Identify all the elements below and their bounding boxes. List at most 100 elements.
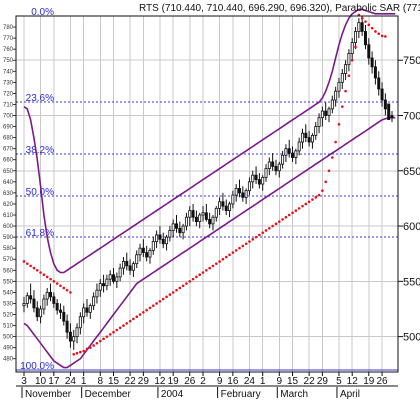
- x-tick-label: 24: [65, 376, 77, 387]
- price-bar-body: [22, 303, 26, 307]
- sar-dot: [384, 35, 387, 38]
- price-bar-body: [310, 135, 314, 143]
- price-bar-body: [102, 283, 106, 287]
- y-minor-label: 690: [3, 125, 14, 131]
- price-bar-body: [65, 320, 69, 333]
- fib-label: 50.0%: [26, 187, 54, 198]
- price-bar-body: [360, 22, 364, 32]
- y-minor-label: 570: [3, 257, 14, 263]
- sar-dot: [191, 277, 195, 281]
- x-tick-label: 26: [184, 376, 196, 387]
- price-bar-body: [261, 177, 265, 185]
- price-bar-body: [178, 227, 182, 234]
- price-bar-body: [337, 81, 341, 92]
- price-bar-body: [214, 207, 218, 218]
- price-bar-body: [324, 110, 328, 116]
- price-bar-body: [314, 126, 318, 136]
- price-bar-body: [98, 283, 102, 291]
- y-minor-label: 700: [3, 114, 14, 120]
- sar-dot: [331, 156, 334, 159]
- sar-dot: [65, 288, 69, 292]
- x-tick-label: 3: [21, 376, 27, 387]
- x-month-label: March: [280, 389, 308, 400]
- sar-dot: [228, 253, 231, 257]
- sar-dot: [95, 341, 99, 345]
- price-bar-body: [281, 154, 285, 165]
- y-minor-label: 600: [3, 224, 14, 230]
- sar-dot: [108, 333, 112, 336]
- price-bar-body: [297, 141, 301, 152]
- sar-dot: [327, 169, 331, 173]
- price-bar-body: [112, 274, 116, 282]
- sar-dot: [208, 266, 211, 270]
- sar-dot: [35, 268, 39, 272]
- sar-dot: [52, 280, 56, 283]
- price-bar-body: [105, 278, 109, 287]
- sar-dot: [185, 282, 188, 285]
- y-minor-label: 750: [3, 58, 14, 64]
- sar-dot: [268, 226, 271, 230]
- sar-dot: [112, 330, 115, 334]
- price-bar-body: [118, 267, 122, 278]
- sar-dot: [377, 32, 381, 35]
- x-tick-label: 5: [336, 376, 342, 387]
- y-minor-label: 710: [3, 102, 14, 108]
- y-tick-label: 750: [403, 55, 420, 67]
- sar-dot: [301, 204, 304, 208]
- sar-dot: [337, 123, 341, 126]
- sar-dot: [92, 344, 95, 347]
- y-tick-label: 700: [403, 111, 420, 123]
- sar-dot: [135, 315, 139, 319]
- x-tick-label: 19: [363, 376, 375, 387]
- y-minor-label: 560: [3, 268, 14, 274]
- x-month-label: December: [85, 389, 132, 400]
- y-tick-label: 550: [403, 276, 420, 288]
- price-bar-body: [191, 210, 195, 218]
- price-bar-body: [271, 161, 275, 167]
- price-bar-body: [145, 252, 149, 258]
- x-tick-label: 26: [376, 376, 388, 387]
- sar-dot: [151, 304, 155, 307]
- price-bar-body: [307, 137, 311, 143]
- sar-dot: [158, 299, 162, 303]
- price-bar-body: [251, 174, 255, 183]
- price-bar-body: [52, 296, 56, 304]
- sar-dot: [224, 255, 228, 259]
- sar-dot: [244, 242, 248, 246]
- price-bar-body: [241, 192, 245, 198]
- price-bar-body: [35, 307, 39, 318]
- price-bar-body: [128, 265, 132, 271]
- sar-dot: [284, 215, 288, 219]
- sar-dot: [171, 291, 175, 294]
- price-bar-body: [32, 298, 36, 309]
- sar-dot: [168, 293, 172, 296]
- price-bar-body: [277, 163, 281, 172]
- x-month-label: February: [221, 389, 261, 400]
- price-bar-body: [58, 309, 62, 313]
- y-minor-label: 480: [3, 357, 14, 363]
- price-bar-body: [347, 53, 351, 66]
- sar-dot: [105, 335, 109, 338]
- price-bar-body: [194, 216, 198, 223]
- sar-dot: [364, 20, 367, 23]
- sar-dot: [132, 317, 135, 321]
- sar-dot: [340, 105, 344, 108]
- sar-dot: [274, 222, 278, 226]
- sar-dot: [178, 286, 182, 290]
- sar-dot: [201, 271, 205, 274]
- price-bar-body: [211, 216, 215, 225]
- sar-dot: [82, 349, 85, 353]
- y-minor-label: 780: [3, 25, 14, 31]
- price-bar-body: [78, 316, 82, 329]
- sar-dot: [118, 326, 122, 330]
- x-tick-label: 24: [244, 376, 256, 387]
- price-bar-body: [354, 31, 358, 43]
- fib-label: 100.0%: [20, 361, 54, 372]
- price-bar-body: [357, 22, 361, 32]
- price-bar-body: [92, 296, 96, 307]
- sar-dot: [181, 284, 185, 288]
- price-bar-body: [85, 307, 89, 313]
- price-bar-body: [201, 212, 205, 216]
- y-minor-label: 760: [3, 47, 14, 53]
